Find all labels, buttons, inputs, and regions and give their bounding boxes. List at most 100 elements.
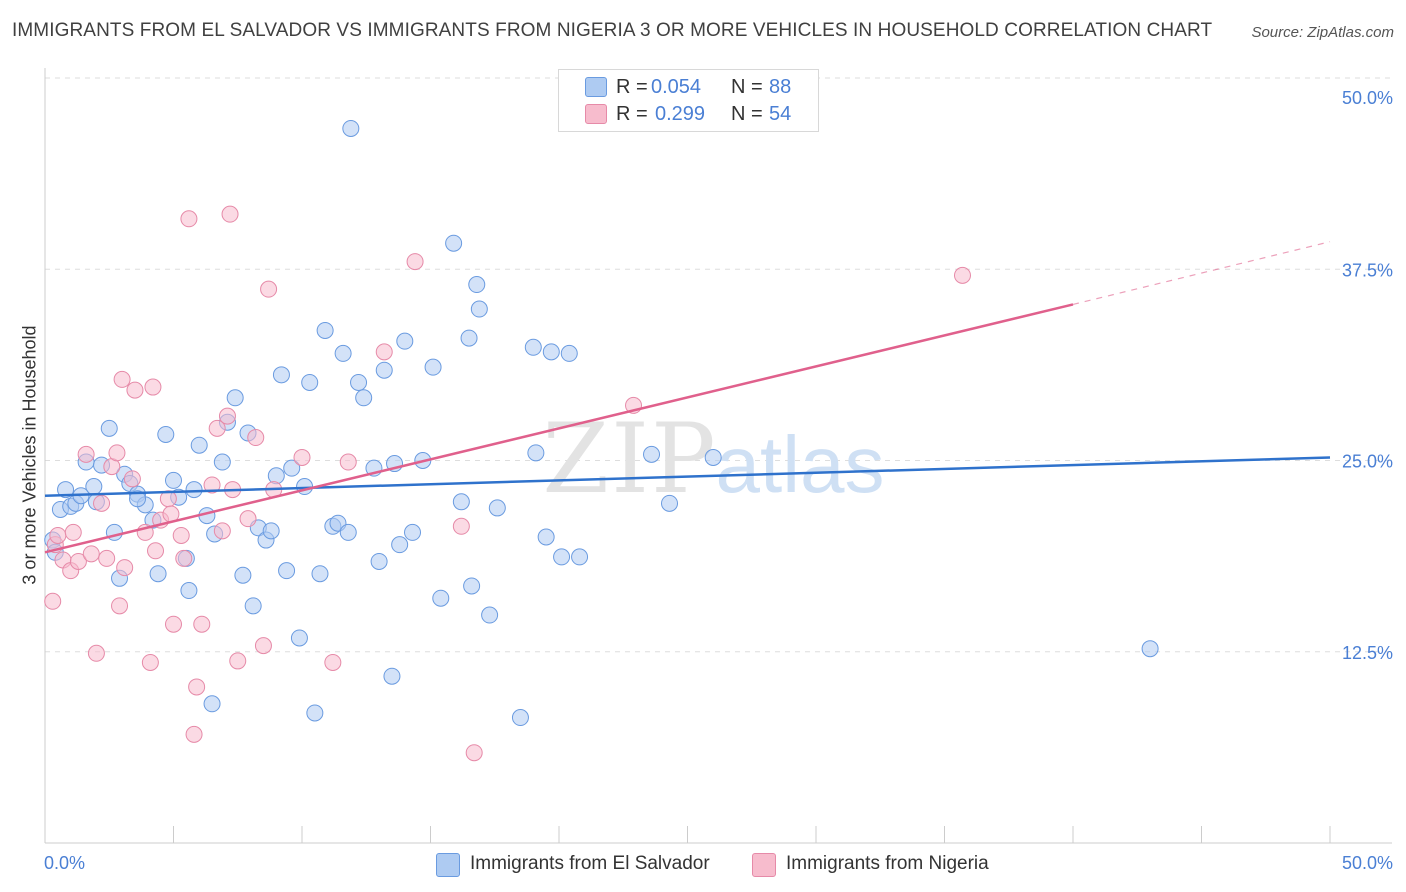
data-point-el-salvador bbox=[527, 444, 545, 462]
data-point-el-salvador bbox=[262, 522, 280, 540]
data-point-nigeria bbox=[260, 280, 278, 298]
data-point-el-salvador bbox=[267, 467, 285, 485]
data-point-el-salvador bbox=[370, 552, 388, 570]
legend-n-label: N = bbox=[731, 76, 763, 98]
data-point-nigeria bbox=[64, 523, 82, 541]
data-point-el-salvador bbox=[643, 445, 661, 463]
data-point-el-salvador bbox=[185, 481, 203, 499]
data-point-el-salvador bbox=[342, 119, 360, 137]
data-point-el-salvador bbox=[661, 494, 679, 512]
data-point-el-salvador bbox=[226, 389, 244, 407]
trend-line-nigeria bbox=[44, 303, 1074, 554]
data-point-el-salvador bbox=[334, 344, 352, 362]
data-point-nigeria bbox=[172, 526, 190, 544]
series-nigeria bbox=[44, 205, 971, 762]
data-point-nigeria bbox=[254, 637, 272, 655]
legend-r-value: 0.299 bbox=[655, 103, 706, 125]
data-point-el-salvador bbox=[301, 373, 319, 391]
data-point-el-salvador bbox=[339, 523, 357, 541]
data-point-nigeria bbox=[108, 444, 126, 462]
stats-legend: R = 0.054 N = 88 R = 0.299 N = 54 bbox=[558, 69, 819, 132]
data-point-nigeria bbox=[452, 517, 470, 535]
legend-n-label: N = bbox=[731, 103, 763, 125]
data-point-nigeria bbox=[213, 522, 231, 540]
legend-swatch-blue bbox=[585, 77, 607, 97]
y-tick-label: 12.5% bbox=[1342, 643, 1393, 663]
data-point-nigeria bbox=[113, 370, 131, 388]
data-point-nigeria bbox=[218, 407, 236, 425]
data-point-el-salvador bbox=[100, 419, 118, 437]
data-point-el-salvador bbox=[553, 548, 571, 566]
data-point-el-salvador bbox=[445, 234, 463, 252]
data-point-nigeria bbox=[98, 549, 116, 567]
data-point-nigeria bbox=[87, 644, 105, 662]
data-point-el-salvador bbox=[57, 481, 75, 499]
tick-labels: 12.5% 25.0% 37.5% 50.0% 0.0% 50.0% bbox=[44, 88, 1393, 873]
data-point-el-salvador bbox=[383, 667, 401, 685]
bottom-legend-label: Immigrants from Nigeria bbox=[786, 853, 989, 874]
chart-title: IMMIGRANTS FROM EL SALVADOR VS IMMIGRANT… bbox=[12, 20, 1213, 41]
data-point-el-salvador bbox=[571, 548, 589, 566]
data-point-nigeria bbox=[69, 552, 87, 570]
trend-line-el-salvador bbox=[44, 456, 1331, 497]
data-point-el-salvador bbox=[203, 695, 221, 713]
y-tick-label: 37.5% bbox=[1342, 260, 1393, 280]
data-point-el-salvador bbox=[355, 389, 373, 407]
data-point-el-salvador bbox=[311, 565, 329, 583]
data-point-nigeria bbox=[141, 653, 159, 671]
data-point-el-salvador bbox=[391, 536, 409, 554]
data-point-nigeria bbox=[339, 453, 357, 471]
data-point-nigeria bbox=[49, 526, 67, 544]
legend-n-value: 54 bbox=[769, 103, 792, 125]
grid-lines bbox=[45, 77, 1392, 653]
data-point-el-salvador bbox=[165, 471, 182, 489]
x-tick-label: 50.0% bbox=[1342, 853, 1393, 873]
data-point-el-salvador bbox=[481, 606, 499, 624]
data-point-nigeria bbox=[144, 378, 162, 396]
bottom-legend-swatch-pink bbox=[752, 853, 776, 877]
data-point-nigeria bbox=[375, 343, 393, 361]
data-point-nigeria bbox=[175, 549, 193, 567]
data-point-nigeria bbox=[953, 266, 971, 284]
x-tick-label: 0.0% bbox=[44, 853, 85, 873]
data-point-nigeria bbox=[93, 494, 111, 512]
data-point-el-salvador bbox=[278, 562, 296, 580]
data-point-el-salvador bbox=[272, 366, 290, 384]
data-point-el-salvador bbox=[1141, 640, 1159, 658]
data-point-el-salvador bbox=[213, 453, 231, 471]
y-tick-label: 50.0% bbox=[1342, 88, 1393, 108]
data-point-el-salvador bbox=[129, 490, 147, 508]
chart-source: Source: ZipAtlas.com bbox=[1251, 24, 1394, 41]
data-point-el-salvador bbox=[316, 321, 334, 339]
data-point-nigeria bbox=[126, 381, 144, 399]
bottom-legend-label: Immigrants from El Salvador bbox=[470, 853, 710, 874]
legend-r-label: R = bbox=[616, 103, 648, 125]
data-point-nigeria bbox=[116, 559, 134, 577]
data-point-el-salvador bbox=[149, 565, 167, 583]
data-point-el-salvador bbox=[306, 704, 324, 722]
data-point-el-salvador bbox=[396, 332, 414, 350]
data-point-el-salvador bbox=[524, 338, 542, 356]
data-point-nigeria bbox=[77, 445, 95, 463]
data-point-el-salvador bbox=[350, 373, 368, 391]
data-point-nigeria bbox=[293, 448, 311, 466]
data-point-nigeria bbox=[229, 652, 247, 670]
data-point-nigeria bbox=[208, 419, 226, 437]
data-point-nigeria bbox=[82, 545, 100, 563]
data-point-nigeria bbox=[44, 592, 62, 610]
legend-n-value: 88 bbox=[769, 76, 792, 98]
data-point-el-salvador bbox=[468, 276, 486, 294]
data-point-nigeria bbox=[147, 542, 165, 560]
data-point-el-salvador bbox=[460, 329, 478, 347]
data-point-nigeria bbox=[406, 253, 424, 271]
data-point-el-salvador bbox=[404, 523, 422, 541]
data-point-nigeria bbox=[203, 476, 221, 494]
data-point-el-salvador bbox=[234, 566, 252, 584]
data-point-el-salvador bbox=[432, 589, 450, 607]
y-axis-label: 3 or more Vehicles in Household bbox=[19, 325, 40, 585]
data-point-el-salvador bbox=[290, 629, 308, 647]
data-point-nigeria bbox=[465, 744, 483, 762]
data-point-nigeria bbox=[247, 429, 265, 447]
data-point-el-salvador bbox=[560, 344, 578, 362]
data-point-el-salvador bbox=[190, 436, 208, 454]
